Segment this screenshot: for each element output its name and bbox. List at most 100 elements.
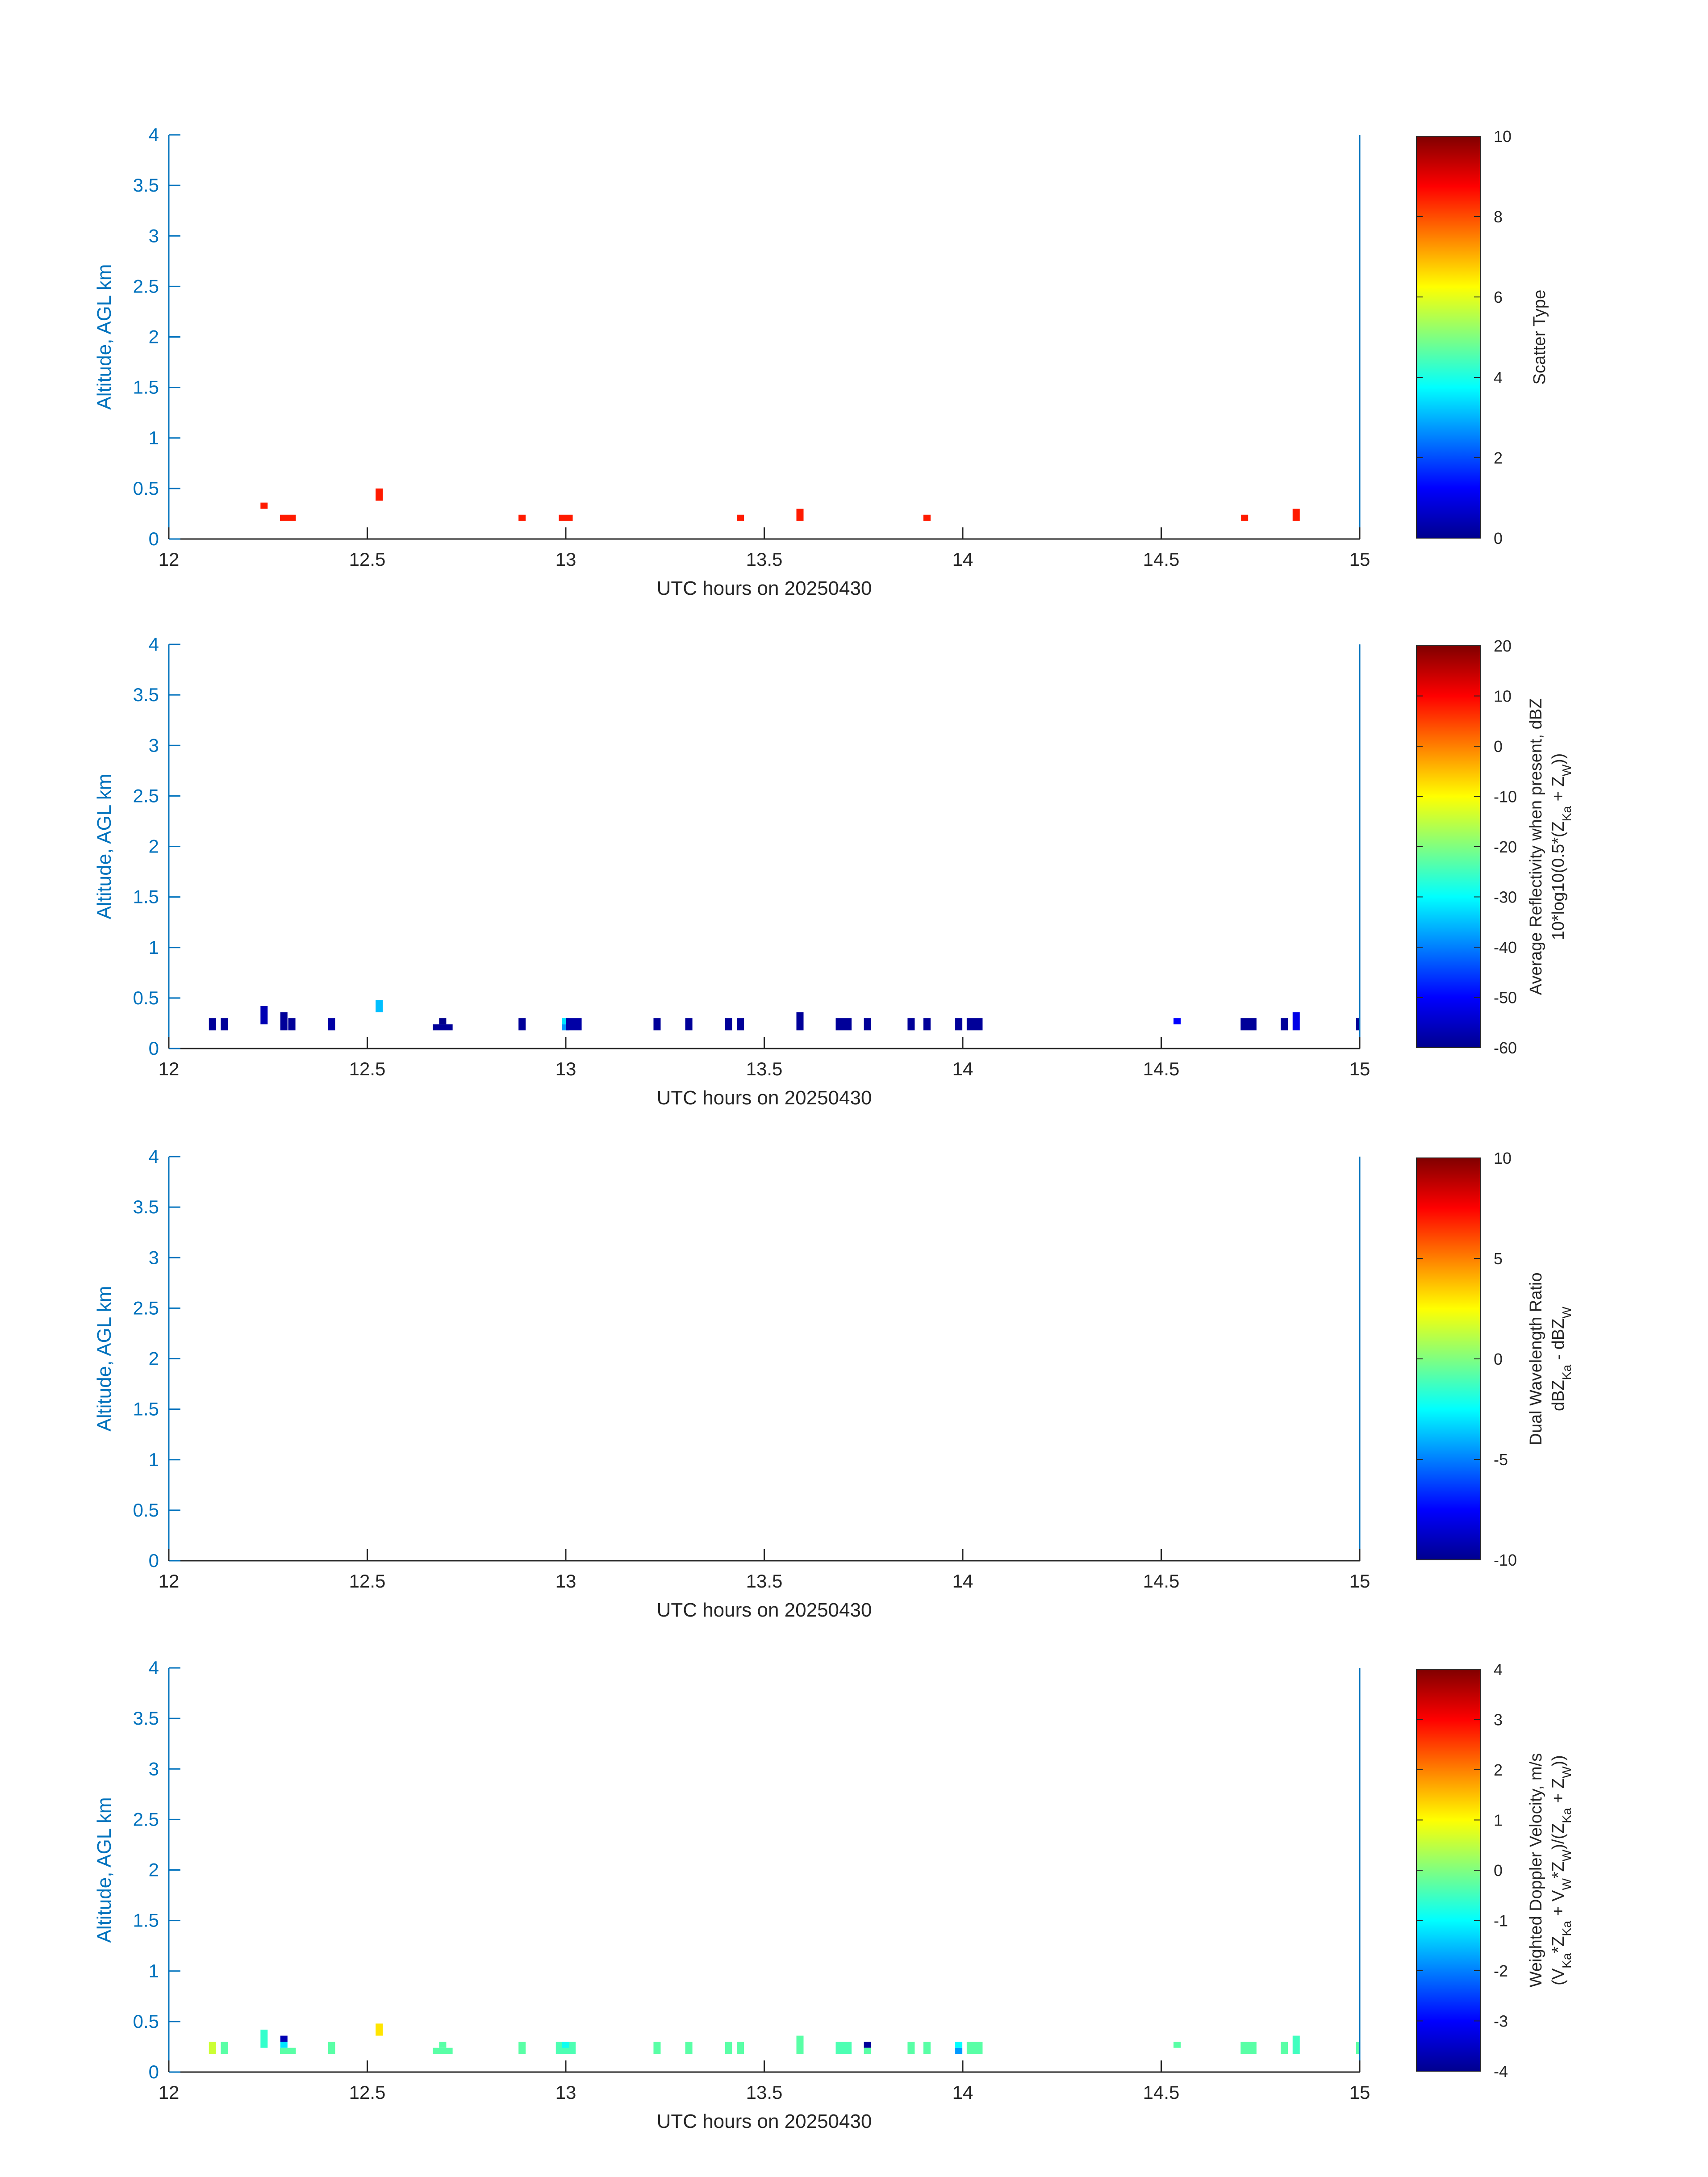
colorbar-tick-label: -60 — [1494, 1039, 1517, 1057]
colorbar-tick-label: 1 — [1494, 1811, 1503, 1830]
y-tick-label: 4 — [149, 1146, 159, 1167]
y-tick-label: 2 — [149, 326, 159, 347]
heatmap-cell — [864, 2047, 871, 2054]
heatmap-cell — [209, 1018, 216, 1031]
y-tick-label: 1 — [149, 1960, 159, 1981]
y-axis-label: Altitude, AGL km — [93, 264, 115, 409]
x-tick-label: 13.5 — [746, 1571, 783, 1592]
y-tick-label: 1.5 — [133, 1399, 159, 1420]
y-tick-label: 3 — [149, 735, 159, 756]
colorbar-tick-label: -1 — [1494, 1912, 1508, 1930]
y-tick-label: 3.5 — [133, 684, 159, 705]
colorbar: -60 -50 -40 -30 -20 -10 0 10 20 Average Reflectiv… — [1416, 637, 1574, 1057]
heatmap-cell — [1173, 1018, 1181, 1024]
heatmap-cell — [559, 514, 573, 521]
y-tick-label: 1.5 — [133, 377, 159, 398]
heatmap-cell — [864, 2042, 871, 2048]
heatmap-cell — [376, 488, 383, 501]
colorbar-tick-label: 2 — [1494, 1761, 1503, 1779]
colorbar-tick-label: -30 — [1494, 888, 1517, 907]
colorbar-label: Weighted Doppler Velocity, m/s — [1527, 1753, 1545, 1988]
y-tick-label: 3.5 — [133, 1196, 159, 1217]
heatmap-cell — [907, 1018, 915, 1031]
x-tick-label: 14.5 — [1143, 1571, 1180, 1592]
y-tick-label: 2 — [149, 1859, 159, 1880]
colorbar-tick-label: 8 — [1494, 208, 1503, 226]
heatmap-cell — [1292, 509, 1300, 521]
heatmap-cell — [518, 514, 526, 521]
heatmap-cell — [328, 2042, 335, 2054]
colorbar-label: Dual Wavelength Ratio — [1527, 1272, 1545, 1445]
colorbar-tick-label: 4 — [1494, 1660, 1503, 1679]
x-tick-label: 15 — [1349, 549, 1370, 570]
colorbar-label: Scatter Type — [1530, 290, 1549, 385]
x-tick-label: 13.5 — [746, 1058, 783, 1079]
x-axis-label: UTC hours on 20250430 — [657, 577, 872, 599]
heatmap-cell — [1240, 2042, 1257, 2054]
y-axis-label: Altitude, AGL km — [93, 773, 115, 919]
colorbar-tick-label: 4 — [1494, 368, 1503, 387]
y-tick-label: 2 — [149, 836, 159, 857]
x-tick-label: 15 — [1349, 1571, 1370, 1592]
heatmap-cell — [1240, 1018, 1257, 1031]
heatmap-cell — [955, 1018, 963, 1031]
x-tick-label: 12 — [159, 1571, 180, 1592]
y-axis-label: Altitude, AGL km — [93, 1286, 115, 1431]
colorbar: 0 2 4 6 8 10 Scatter Type — [1416, 127, 1549, 547]
heatmap-cell — [221, 2042, 228, 2054]
colorbar-tick-label: 10 — [1494, 687, 1512, 706]
heatmap-cell — [566, 1018, 582, 1031]
heatmap-cell — [280, 1012, 288, 1031]
heatmap-cell — [376, 1000, 383, 1012]
colorbar-gradient — [1416, 1669, 1481, 2072]
x-tick-label: 12.5 — [349, 1058, 386, 1079]
x-axis-label: UTC hours on 20250430 — [657, 1599, 872, 1621]
heatmap-cell — [562, 2042, 570, 2048]
x-tick-label: 14.5 — [1143, 2082, 1180, 2103]
y-tick-label: 0.5 — [133, 478, 159, 499]
heatmap-cell — [685, 1018, 693, 1031]
heatmap-cell — [796, 2035, 804, 2054]
colorbar-tick-label: -3 — [1494, 2012, 1508, 2031]
x-tick-label: 12 — [159, 2082, 180, 2103]
x-axis-label: UTC hours on 20250430 — [657, 2110, 872, 2132]
heatmap-cell — [835, 1018, 852, 1031]
heatmap-cell — [685, 2042, 693, 2054]
heatmap-cell — [725, 1018, 732, 1031]
heatmap-cell — [864, 1018, 871, 1031]
heatmap-cell — [518, 2042, 526, 2054]
heatmap-cell — [280, 514, 296, 521]
heatmap-cell — [1356, 1018, 1360, 1031]
colorbar-tick-label: 6 — [1494, 288, 1503, 306]
panel-3: 0 0.5 1 1.5 2 2.5 3 3.5 4 12 12.5 13 13.5 14 14.5 15 UTC… — [93, 1146, 1574, 1621]
y-tick-label: 3.5 — [133, 1708, 159, 1729]
y-tick-label: 2.5 — [133, 276, 159, 297]
heatmap-cell — [1241, 514, 1249, 521]
y-tick-label: 4 — [149, 634, 159, 655]
x-tick-label: 13 — [555, 549, 576, 570]
heatmap-cell — [737, 2042, 744, 2054]
y-tick-label: 3 — [149, 1247, 159, 1268]
heatmap-cell — [376, 2023, 383, 2036]
heatmap-cell — [653, 2042, 661, 2054]
colorbar-tick-label: 0 — [1494, 737, 1503, 756]
heatmap-cell — [737, 514, 744, 521]
y-tick-label: 4 — [149, 1657, 159, 1678]
heatmap-cell — [439, 2042, 447, 2048]
colorbar-tick-label: 20 — [1494, 637, 1512, 655]
heatmap-cell — [280, 2047, 296, 2054]
y-tick-label: 2.5 — [133, 785, 159, 806]
colorbar-tick-label: 5 — [1494, 1249, 1503, 1268]
y-tick-label: 2.5 — [133, 1297, 159, 1318]
colorbar-tick-label: 10 — [1494, 1149, 1512, 1167]
colorbar-label: Average Reflectivity when present, dBZ — [1527, 698, 1545, 995]
colorbar-tick-label: 3 — [1494, 1711, 1503, 1729]
heatmap-cell — [433, 1024, 453, 1031]
heatmap-cell — [1292, 2035, 1300, 2054]
heatmap-cell — [653, 1018, 661, 1031]
colorbar-tick-label: -5 — [1494, 1450, 1508, 1469]
heatmap-cell — [907, 2042, 915, 2054]
